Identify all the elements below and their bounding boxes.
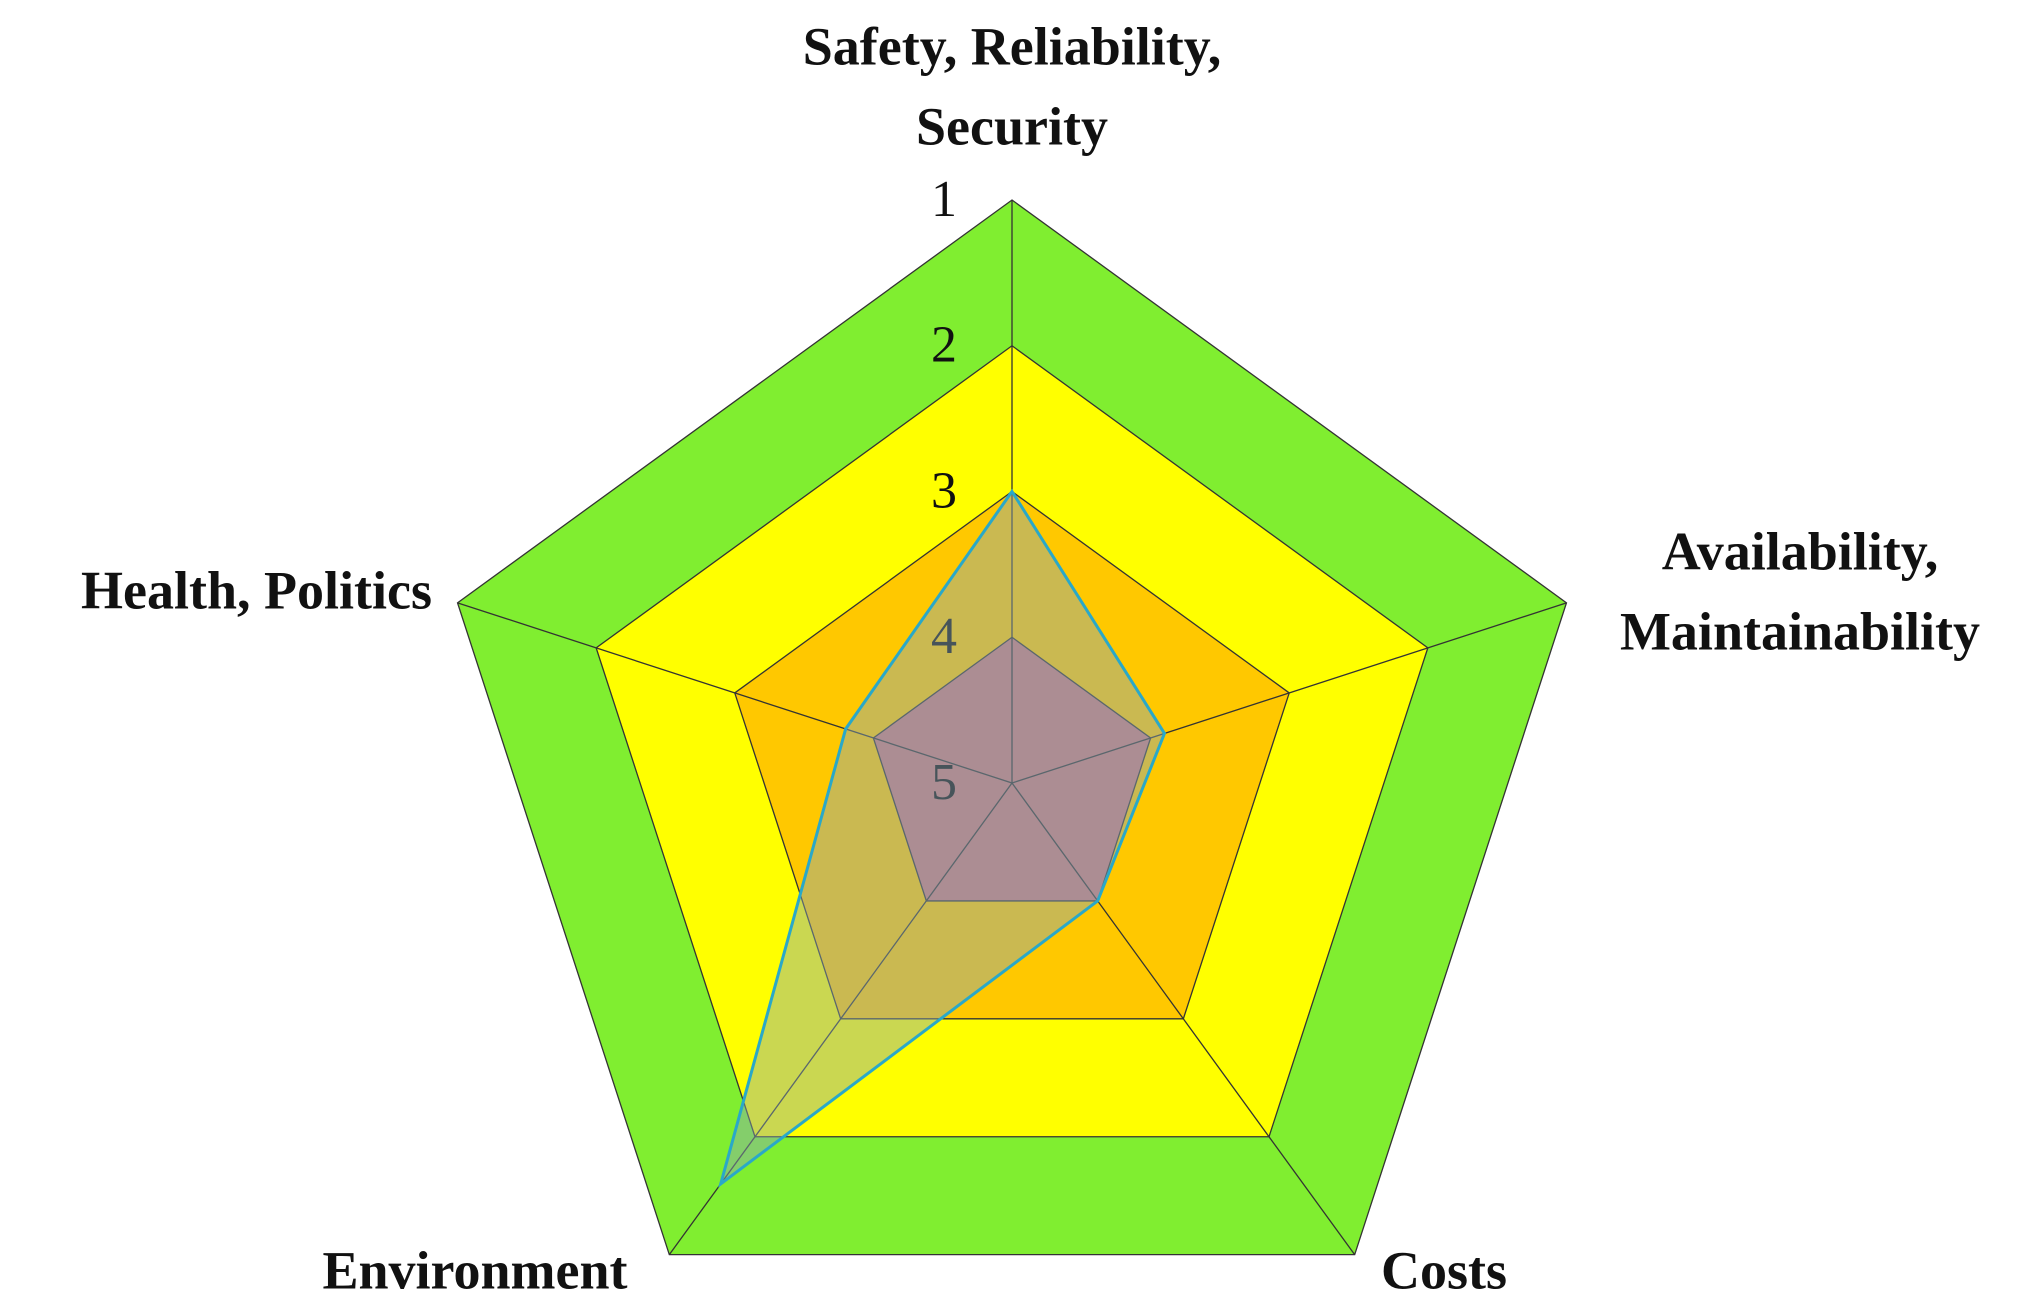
r-tick-label: 2 bbox=[931, 317, 957, 374]
r-tick-label: 3 bbox=[931, 462, 957, 519]
axis-label: Costs bbox=[1381, 1240, 1507, 1300]
r-tick-label: 5 bbox=[931, 754, 957, 811]
axis-label: Maintainability bbox=[1620, 601, 1980, 661]
r-tick-label: 4 bbox=[931, 608, 957, 665]
r-tick-label: 1 bbox=[931, 171, 957, 228]
spoke bbox=[1011, 602, 1567, 784]
spoke bbox=[668, 782, 1013, 1256]
axis-label: Health, Politics bbox=[81, 560, 432, 620]
axis-label: Security bbox=[916, 96, 1108, 156]
axis-label: Availability, bbox=[1662, 521, 1939, 581]
spoke bbox=[457, 602, 1013, 784]
axis-label: Environment bbox=[322, 1240, 627, 1300]
spoke bbox=[1011, 782, 1356, 1256]
series-area bbox=[718, 488, 1167, 1188]
axis-label: Safety, Reliability, bbox=[803, 16, 1222, 76]
